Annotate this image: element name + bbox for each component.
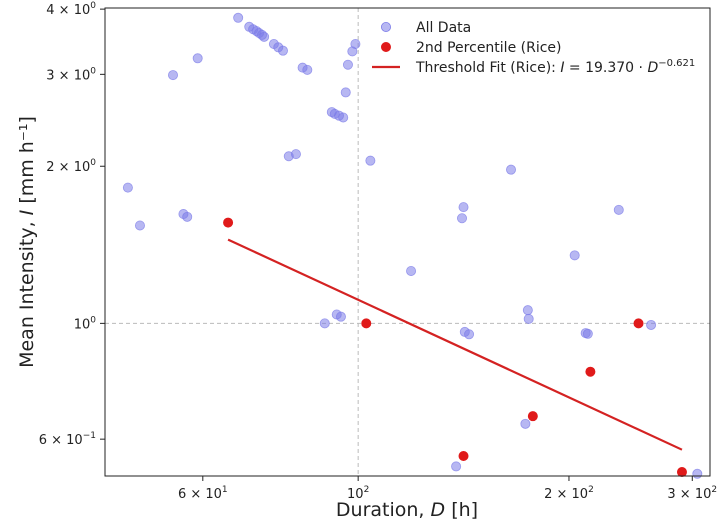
all-data-point	[192, 53, 203, 64]
percentile-point	[361, 318, 372, 329]
legend-label: Threshold Fit (Rice): I = 19.370 · D−0.6…	[415, 58, 695, 76]
y-tick-label: 3 × 100	[46, 66, 96, 83]
plot-frame	[104, 7, 711, 477]
legend-item: Threshold Fit (Rice): I = 19.370 · D−0.6…	[372, 58, 695, 76]
all-data-point	[457, 213, 468, 224]
x-tick-label: 102	[347, 485, 369, 502]
y-tick-label: 6 × 10−1	[39, 431, 96, 448]
legend-item: All Data	[380, 20, 471, 36]
all-data-point	[335, 311, 346, 322]
ticks-layer: 6 × 101 102 2 × 102 3 × 102 6 × 10−1 100 2 × 1…	[39, 1, 717, 502]
all-data-point	[506, 164, 517, 175]
y-tick-label: 100	[74, 315, 97, 332]
percentile-point	[676, 467, 687, 478]
plot-area	[105, 8, 710, 476]
all-data-point	[458, 202, 469, 213]
all-data-point	[451, 461, 462, 472]
percentile-point	[458, 451, 469, 462]
all-data-point	[406, 265, 417, 276]
all-data-point	[613, 204, 624, 215]
all-data-point	[582, 328, 593, 339]
all-data-point	[168, 70, 179, 81]
percentile-point	[585, 366, 596, 377]
legend-label: 2nd Percentile (Rice)	[416, 40, 562, 56]
y-tick-label: 4 × 100	[46, 1, 96, 18]
x-axis-title: Duration, D [h]	[336, 499, 478, 521]
legend-marker	[380, 42, 391, 53]
all-data-point	[523, 313, 534, 324]
all-data-point	[464, 329, 475, 340]
all-data-point	[692, 468, 703, 479]
y-axis-title: Mean Intensity, I [mm h⁻¹]	[16, 116, 38, 368]
x-tick-label: 6 × 101	[178, 485, 228, 502]
all-data-point	[520, 418, 531, 429]
all-data-point	[134, 220, 145, 231]
all-data-point	[319, 318, 330, 329]
all-data-point	[233, 12, 244, 23]
all-data-point	[340, 87, 351, 98]
all-data-point	[365, 155, 376, 166]
percentile-point	[633, 318, 644, 329]
all-data-point	[122, 182, 133, 193]
fit-line-layer	[227, 238, 683, 451]
all-data-point	[302, 64, 313, 75]
all-data-point	[277, 45, 288, 56]
all-data-point	[646, 319, 657, 330]
legend-label: All Data	[416, 20, 471, 36]
legend-marker	[380, 21, 391, 32]
all-data-point	[338, 112, 349, 123]
y-tick-label: 2 × 100	[46, 158, 96, 175]
all-data-point	[259, 31, 270, 42]
percentile-point	[223, 217, 234, 228]
threshold-fit-line	[227, 238, 683, 451]
legend-item: 2nd Percentile (Rice)	[380, 40, 562, 56]
all-data-point	[182, 211, 193, 222]
all-data-point	[290, 149, 301, 160]
all-data-point	[350, 38, 361, 49]
points-layer	[122, 12, 703, 479]
all-data-point	[569, 250, 580, 261]
all-data-point	[342, 59, 353, 70]
all-data-point	[522, 305, 533, 316]
x-tick-label: 3 × 102	[667, 485, 717, 502]
percentile-point	[527, 411, 538, 422]
legend: All Data 2nd Percentile (Rice) Threshold F…	[372, 20, 695, 76]
x-tick-label: 2 × 102	[544, 485, 594, 502]
